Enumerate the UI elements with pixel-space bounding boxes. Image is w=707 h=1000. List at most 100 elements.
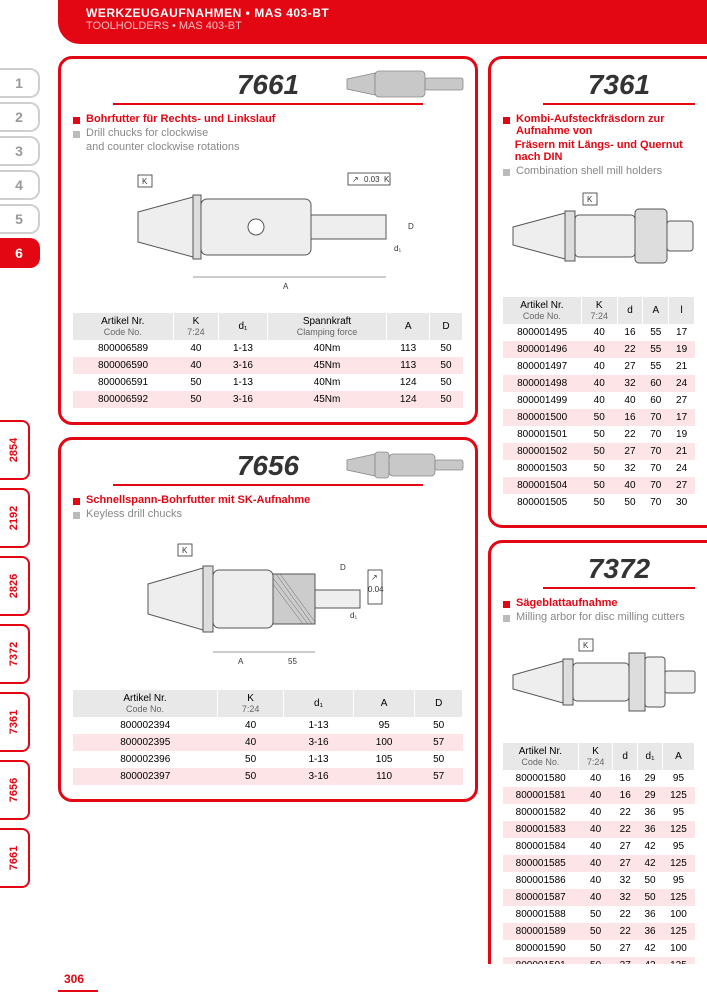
card-7656-title-en: Keyless drill chucks bbox=[86, 508, 182, 520]
card-7661-title-en2: and counter clockwise rotations bbox=[86, 141, 239, 153]
col-header: D bbox=[429, 313, 462, 340]
table-row: 80000149540165517 bbox=[503, 324, 695, 341]
table-row: 800006589401-1340Nm11350 bbox=[73, 340, 463, 357]
card-7372-title-en: Milling arbor for disc milling cutters bbox=[516, 611, 685, 623]
table-row: 80000149840326024 bbox=[503, 375, 695, 392]
svg-text:d₁: d₁ bbox=[350, 611, 357, 620]
svg-text:D: D bbox=[340, 563, 346, 572]
side-code-tab-7656[interactable]: 7656 bbox=[0, 760, 30, 820]
col-header: K7:24 bbox=[218, 690, 284, 717]
col-header: d bbox=[613, 743, 638, 770]
svg-text:0.04: 0.04 bbox=[368, 585, 384, 594]
side-tab-4[interactable]: 4 bbox=[0, 170, 40, 200]
bullet-icon bbox=[503, 601, 510, 608]
table-row: 800001588502236100 bbox=[503, 906, 695, 923]
card-7361-number: 7361 bbox=[543, 69, 695, 105]
col-header: Artikel Nr.Code No. bbox=[503, 297, 581, 324]
svg-text:K: K bbox=[587, 195, 593, 204]
svg-text:D: D bbox=[408, 222, 414, 231]
tool-photo-7661 bbox=[345, 65, 465, 103]
table-row: 800001591502742125 bbox=[503, 957, 695, 964]
col-header: A bbox=[643, 297, 669, 324]
table-row: 800002396501-1310550 bbox=[73, 751, 463, 768]
side-code-tab-2192[interactable]: 2192 bbox=[0, 488, 30, 548]
col-header: Artikel Nr.Code No. bbox=[73, 313, 173, 340]
table-row: 800002395403-1610057 bbox=[73, 734, 463, 751]
card-7661-title-en1: Drill chucks for clockwise bbox=[86, 127, 208, 139]
col-header: l bbox=[669, 297, 695, 324]
card-7372: 7372 Sägeblattaufnahme Milling arbor for… bbox=[488, 540, 707, 964]
bullet-icon bbox=[73, 498, 80, 505]
table-row: 800006592503-1645Nm12450 bbox=[73, 391, 463, 408]
card-7372-title-de: Sägeblattaufnahme bbox=[516, 597, 617, 609]
header-title-de: WERKZEUGAUFNAHMEN • MAS 403-BT bbox=[86, 6, 707, 20]
side-number-tabs: 1 2 3 4 5 6 bbox=[0, 68, 40, 272]
svg-text:d₁: d₁ bbox=[394, 244, 401, 253]
side-code-tab-2826[interactable]: 2826 bbox=[0, 556, 30, 616]
side-tab-2[interactable]: 2 bbox=[0, 102, 40, 132]
side-tab-3[interactable]: 3 bbox=[0, 136, 40, 166]
card-7661: 7661 Bohrfutter für Rechts- und Linkslau… bbox=[58, 56, 478, 425]
diagram-7361: K bbox=[503, 191, 707, 281]
col-header: d₁ bbox=[638, 743, 663, 770]
diagram-7656: K ↗ 0.04 A 55 D d₁ bbox=[118, 534, 418, 674]
svg-text:K: K bbox=[583, 641, 589, 650]
svg-text:A: A bbox=[283, 282, 289, 291]
table-7361: Artikel Nr.Code No.K7:24dAl8000014954016… bbox=[503, 297, 695, 511]
table-row: 800001581401629125 bbox=[503, 787, 695, 804]
side-code-tab-7372[interactable]: 7372 bbox=[0, 624, 30, 684]
table-row: 80000150250277021 bbox=[503, 443, 695, 460]
page-number: 306 bbox=[58, 972, 98, 992]
svg-text:0.03: 0.03 bbox=[364, 175, 380, 184]
side-code-tab-2854[interactable]: 2854 bbox=[0, 420, 30, 480]
table-row: 80000150150227019 bbox=[503, 426, 695, 443]
col-header: SpannkraftClamping force bbox=[267, 313, 387, 340]
card-7361-title-en: Combination shell mill holders bbox=[516, 165, 662, 177]
card-7372-number: 7372 bbox=[543, 553, 695, 589]
table-row: 800001587403250125 bbox=[503, 889, 695, 906]
bullet-icon bbox=[503, 615, 510, 622]
svg-text:↗: ↗ bbox=[352, 175, 359, 184]
col-header: K7:24 bbox=[173, 313, 219, 340]
col-header: d₁ bbox=[219, 313, 267, 340]
col-header: A bbox=[387, 313, 430, 340]
table-row: 800002397503-1611057 bbox=[73, 768, 463, 785]
bullet-icon bbox=[73, 131, 80, 138]
svg-text:55: 55 bbox=[288, 657, 297, 666]
card-7361-title-de1: Kombi-Aufsteckfräsdorn zur Aufnahme von bbox=[516, 113, 695, 137]
side-code-tab-7361[interactable]: 7361 bbox=[0, 692, 30, 752]
table-row: 80000158240223695 bbox=[503, 804, 695, 821]
col-header: d bbox=[617, 297, 643, 324]
col-header: A bbox=[662, 743, 694, 770]
header-title-en: TOOLHOLDERS • MAS 403-BT bbox=[86, 20, 707, 32]
col-header: Artikel Nr.Code No. bbox=[73, 690, 218, 717]
tool-photo-7656 bbox=[345, 446, 465, 484]
bullet-icon bbox=[73, 117, 80, 124]
table-row: 80000150550507030 bbox=[503, 494, 695, 511]
side-tab-6[interactable]: 6 bbox=[0, 238, 40, 268]
side-code-tab-7661[interactable]: 7661 bbox=[0, 828, 30, 888]
table-row: 800001583402236125 bbox=[503, 821, 695, 838]
svg-text:K: K bbox=[182, 546, 188, 555]
table-row: 80000158640325095 bbox=[503, 872, 695, 889]
table-row: 80000149740275521 bbox=[503, 358, 695, 375]
table-row: 800006590403-1645Nm11350 bbox=[73, 357, 463, 374]
svg-text:A: A bbox=[238, 657, 244, 666]
table-row: 80000150450407027 bbox=[503, 477, 695, 494]
card-7361-title-de2: Fräsern mit Längs- und Quernut nach DIN bbox=[515, 139, 695, 163]
table-row: 800001589502236125 bbox=[503, 923, 695, 940]
card-7361: 7361 Kombi-Aufsteckfräsdorn zur Aufnahme… bbox=[488, 56, 707, 528]
table-row: 80000150050167017 bbox=[503, 409, 695, 426]
side-tab-1[interactable]: 1 bbox=[0, 68, 40, 98]
svg-text:K: K bbox=[142, 177, 148, 186]
col-header: A bbox=[353, 690, 414, 717]
right-column: 7361 Kombi-Aufsteckfräsdorn zur Aufnahme… bbox=[488, 56, 707, 964]
diagram-7661: K ↗0.03K A D d₁ bbox=[98, 167, 438, 297]
content-area: 7661 Bohrfutter für Rechts- und Linkslau… bbox=[58, 56, 707, 964]
table-row: 800001590502742100 bbox=[503, 940, 695, 957]
side-tab-5[interactable]: 5 bbox=[0, 204, 40, 234]
svg-text:↗: ↗ bbox=[371, 573, 378, 582]
side-code-tabs: 2854 2192 2826 7372 7361 7656 7661 bbox=[0, 420, 30, 896]
table-row: 80000150350327024 bbox=[503, 460, 695, 477]
col-header: K7:24 bbox=[581, 297, 617, 324]
